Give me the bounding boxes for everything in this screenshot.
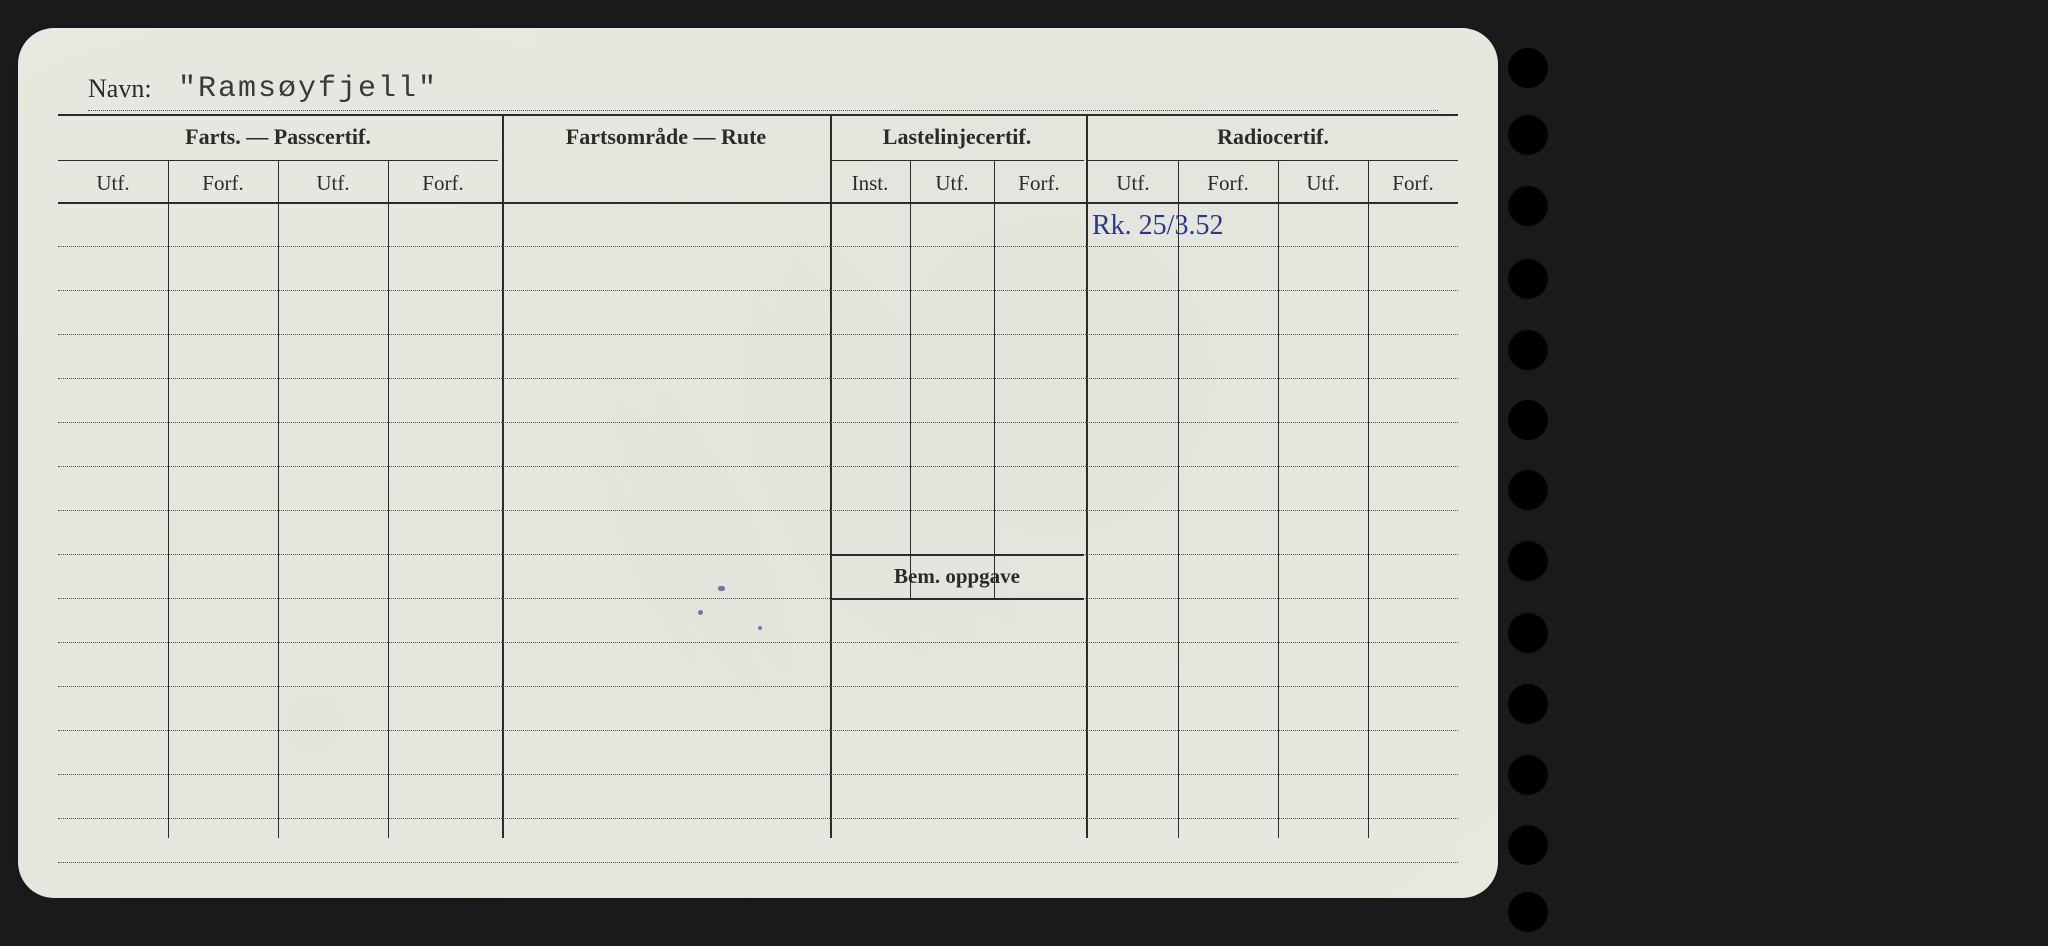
col-forf-1: Forf. <box>168 168 278 202</box>
punch-hole-icon <box>1508 684 1548 724</box>
body-rows <box>58 202 1458 838</box>
table-row <box>58 334 1458 335</box>
col-rutf-2: Utf. <box>1278 168 1368 202</box>
ink-speck <box>718 586 725 591</box>
punch-hole-icon <box>1508 400 1548 440</box>
punch-holes <box>1500 0 1548 946</box>
punch-hole-icon <box>1508 755 1548 795</box>
rule-laste <box>830 160 1084 161</box>
group-farts-pass: Farts. — Passcertif. <box>58 124 498 158</box>
radio-entry-1: Rk. 25/3.52 <box>1092 210 1223 242</box>
table-row <box>58 554 1458 555</box>
punch-hole-icon <box>1508 259 1548 299</box>
table-row <box>58 378 1458 379</box>
col-rforf-2: Forf. <box>1368 168 1458 202</box>
name-value: "Ramsøyfjell" <box>178 72 438 106</box>
table-row <box>58 598 1458 599</box>
punch-hole-icon <box>1508 330 1548 370</box>
ink-speck <box>698 610 703 615</box>
col-rforf-1: Forf. <box>1178 168 1278 202</box>
table-row <box>58 290 1458 291</box>
punch-hole-icon <box>1508 48 1548 88</box>
name-label: Navn: <box>88 74 152 104</box>
table-row <box>58 774 1458 775</box>
bem-top-rule <box>830 554 1084 556</box>
col-utf-2: Utf. <box>278 168 388 202</box>
col-rutf-1: Utf. <box>1088 168 1178 202</box>
rule-radio <box>1088 160 1458 161</box>
punch-hole-icon <box>1508 613 1548 653</box>
table-row <box>58 642 1458 643</box>
punch-hole-icon <box>1508 541 1548 581</box>
table-frame: Farts. — Passcertif. Fartsområde — Rute … <box>58 114 1458 838</box>
table-row <box>58 466 1458 467</box>
bem-bottom-rule <box>830 598 1084 600</box>
punch-hole-icon <box>1508 825 1548 865</box>
ink-speck <box>758 626 762 630</box>
table-row <box>58 510 1458 511</box>
group-fartsomrade: Fartsområde — Rute <box>506 124 826 158</box>
table-row <box>58 818 1458 819</box>
table-row <box>58 686 1458 687</box>
punch-hole-icon <box>1508 892 1548 932</box>
col-forf-2: Forf. <box>388 168 498 202</box>
table-row <box>58 862 1458 863</box>
col-utf-l: Utf. <box>910 168 994 202</box>
table-row <box>58 422 1458 423</box>
table-row <box>58 246 1458 247</box>
col-forf-l: Forf. <box>994 168 1084 202</box>
stage: Navn: "Ramsøyfjell" Farts. — Passcertif.… <box>0 0 2048 946</box>
name-row: Navn: "Ramsøyfjell" <box>88 64 1438 111</box>
group-radio: Radiocertif. <box>1088 124 1458 158</box>
punch-hole-icon <box>1508 470 1548 510</box>
bem-label: Bem. oppgave <box>830 564 1084 589</box>
col-utf-1: Utf. <box>58 168 168 202</box>
table-row <box>58 730 1458 731</box>
punch-hole-icon <box>1508 186 1548 226</box>
col-inst: Inst. <box>830 168 910 202</box>
index-card: Navn: "Ramsøyfjell" Farts. — Passcertif.… <box>18 28 1498 898</box>
group-lastelinje: Lastelinjecertif. <box>830 124 1084 158</box>
punch-hole-icon <box>1508 115 1548 155</box>
